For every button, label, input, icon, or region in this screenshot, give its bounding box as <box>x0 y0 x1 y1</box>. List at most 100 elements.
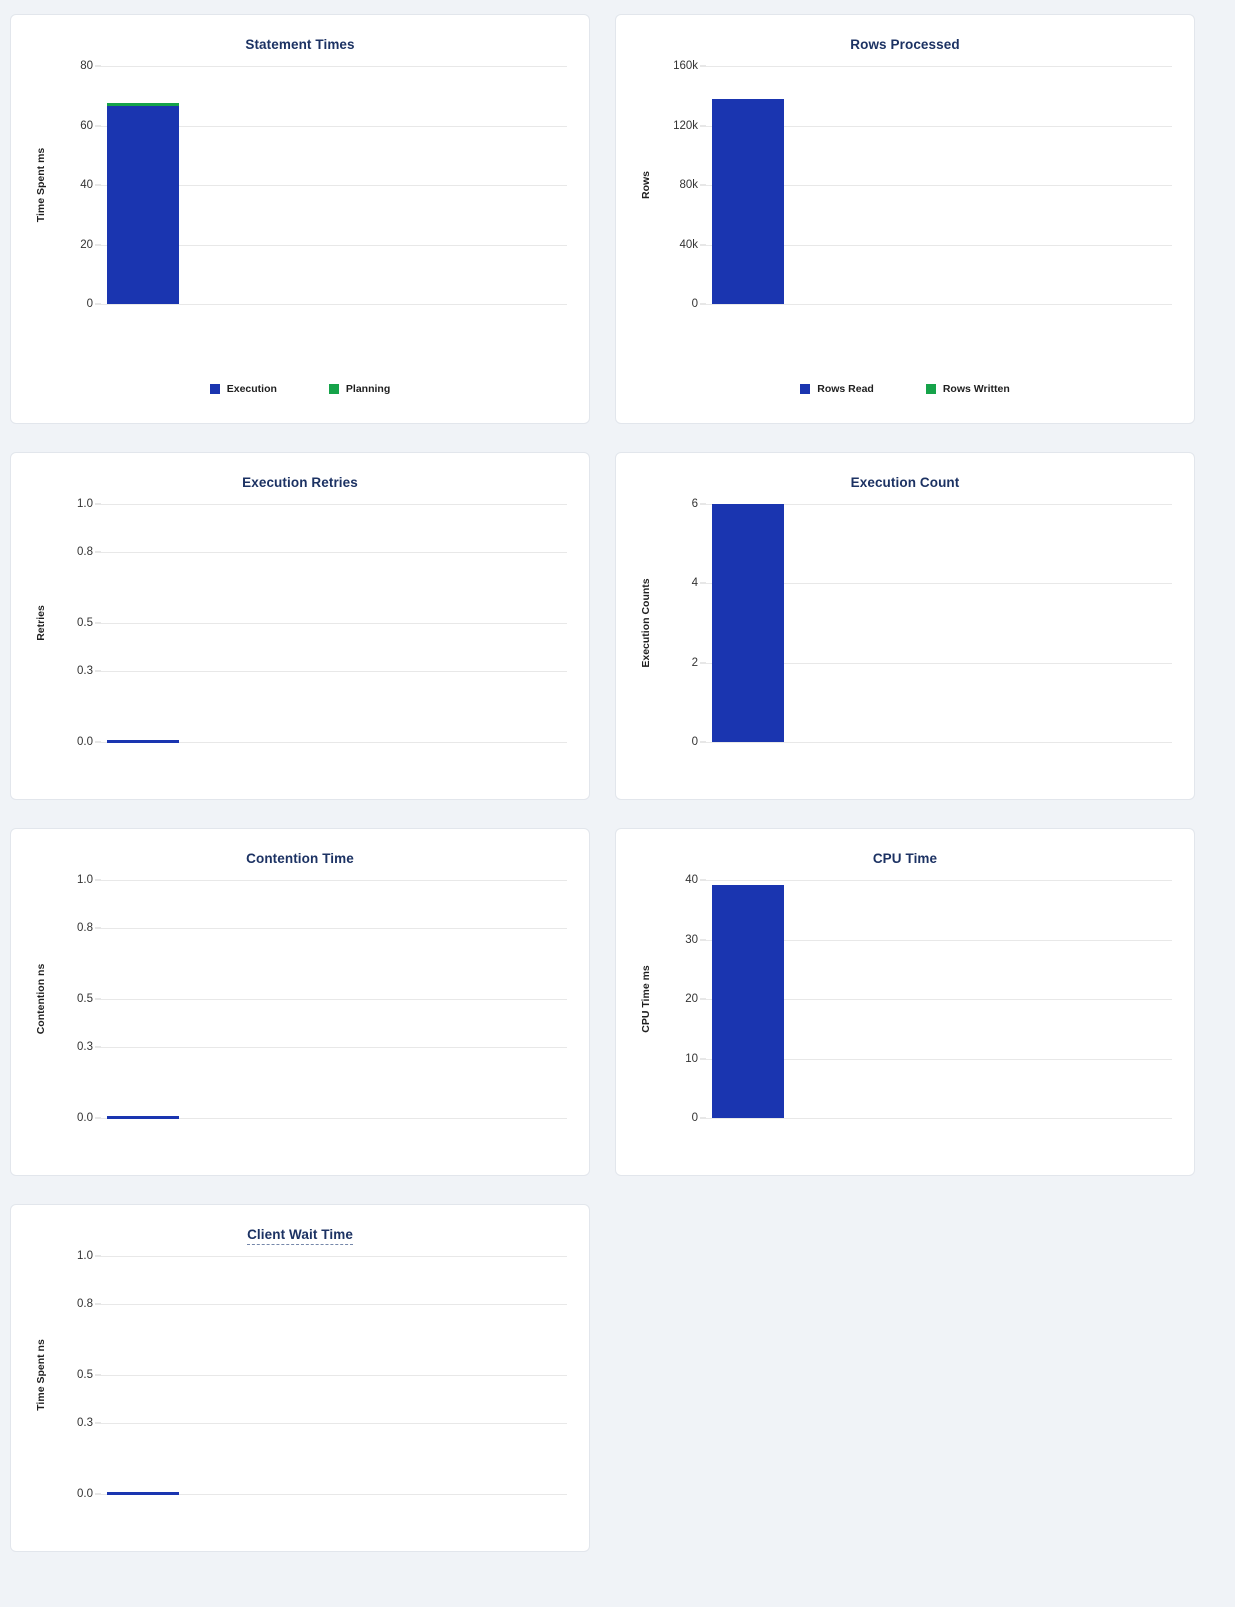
legend-rows-processed: Rows Read Rows Written <box>616 383 1194 395</box>
legend-swatch-icon <box>209 384 220 394</box>
grid-statement-times: 0 20 40 60 80 <box>80 60 567 310</box>
gridline <box>706 742 1172 743</box>
y-tick-mark <box>700 303 706 305</box>
y-tick-mark <box>700 939 706 940</box>
y-tick-label: 1.0 <box>77 498 93 510</box>
y-tick-label: 40k <box>679 238 698 251</box>
y-tick-mark <box>95 670 101 672</box>
chart-card-client-wait-time: Client Wait Time Time Spent ns 0.0 0.3 0.5 0.… <box>10 1204 590 1552</box>
y-tick-mark <box>700 998 706 1000</box>
gridline <box>101 742 567 743</box>
gridline <box>101 1046 567 1048</box>
y-tick-label: 0.3 <box>77 1040 93 1053</box>
plot-area-client-wait-time: Time Spent ns 0.0 0.3 0.5 0.8 1.0 <box>11 1250 567 1500</box>
gridline <box>706 504 1172 505</box>
bar[interactable] <box>712 98 784 304</box>
gridline <box>706 583 1172 585</box>
y-tick-label: 0.3 <box>77 1416 93 1429</box>
gridline <box>101 1118 567 1119</box>
legend-item-planning[interactable]: Planning <box>328 383 390 395</box>
zero-value-line[interactable] <box>107 1492 179 1495</box>
legend-swatch-icon <box>800 384 811 394</box>
plot-area-execution-retries: Retries 0.0 0.3 0.5 0.8 1.0 <box>11 498 567 748</box>
y-tick-label: 0.0 <box>77 736 93 748</box>
series-container-execution-count <box>706 504 1172 742</box>
y-tick-label: 80k <box>679 179 698 191</box>
y-tick-label: 160k <box>673 60 698 72</box>
bar-segment-planning[interactable] <box>107 102 179 106</box>
gridline <box>101 551 567 553</box>
y-tick-label: 0 <box>691 1112 698 1124</box>
y-tick-label: 60 <box>80 119 93 132</box>
gridline <box>101 927 567 929</box>
gridline <box>101 66 567 67</box>
bar[interactable] <box>712 504 784 742</box>
plot-area-rows-processed: Rows 0 40k 80k 120k 160k <box>616 60 1172 310</box>
grid-execution-retries: 0.0 0.3 0.5 0.8 1.0 <box>77 498 567 748</box>
y-tick-label: 120k <box>673 119 698 132</box>
y-tick-mark <box>700 1117 706 1119</box>
y-tick-label: 0 <box>86 298 93 310</box>
y-axis-label-contention-time: Contention ns <box>35 963 47 1035</box>
legend-item-execution[interactable]: Execution <box>209 383 277 395</box>
zero-value-line[interactable] <box>107 1116 179 1119</box>
bar-segment-execution[interactable] <box>107 105 179 304</box>
chart-title-rows-processed: Rows Processed <box>616 15 1194 52</box>
y-tick-label: 20 <box>80 238 93 251</box>
y-tick-label: 20 <box>685 993 698 1005</box>
gridline <box>101 880 567 881</box>
gridline <box>101 1256 567 1257</box>
gridline <box>101 185 567 186</box>
y-tick-mark <box>700 503 706 505</box>
chart-title-execution-retries: Execution Retries <box>11 453 589 490</box>
y-tick-mark <box>95 1422 101 1424</box>
y-tick-label: 40 <box>685 874 698 886</box>
series-container-execution-retries <box>101 504 567 743</box>
chart-title-execution-count: Execution Count <box>616 453 1194 490</box>
series-container-client-wait-time <box>101 1256 567 1495</box>
gridline <box>101 504 567 505</box>
bar-segment-execution-counts[interactable] <box>712 504 784 742</box>
y-tick-mark <box>700 125 706 126</box>
gridline <box>101 1375 567 1376</box>
y-tick-mark <box>700 184 706 186</box>
chart-title-text: Statement Times <box>245 37 355 52</box>
grid-client-wait-time: 0.0 0.3 0.5 0.8 1.0 <box>77 1250 567 1500</box>
y-tick-label: 4 <box>691 577 698 590</box>
grid-contention-time: 0.0 0.3 0.5 0.8 1.0 <box>77 874 567 1124</box>
zero-value-line[interactable] <box>107 740 179 743</box>
y-tick-mark <box>95 741 101 743</box>
gridline <box>706 662 1172 664</box>
legend-item-rows-read[interactable]: Rows Read <box>800 383 874 395</box>
gridline <box>101 623 567 624</box>
bar[interactable] <box>107 102 179 304</box>
y-axis-label-rows-processed: Rows <box>640 170 652 200</box>
gridline <box>101 244 567 246</box>
bar[interactable] <box>712 884 784 1118</box>
chart-title-text: CPU Time <box>872 851 938 866</box>
grid-rows-processed: 0 40k 80k 120k 160k <box>673 60 1172 310</box>
y-tick-mark <box>700 662 706 664</box>
gridline <box>706 939 1172 941</box>
plot-area-statement-times: Time Spent ms 0 20 40 60 80 <box>11 60 567 310</box>
y-tick-label: 0.8 <box>77 1297 93 1310</box>
y-tick-mark <box>700 1058 706 1059</box>
chart-card-statement-times: Statement Times Time Spent ms 0 20 40 60 80 Exe… <box>10 14 590 424</box>
legend-label: Rows Written <box>942 383 1010 395</box>
series-container-contention-time <box>101 880 567 1119</box>
gridline <box>101 125 567 127</box>
grid-execution-count: 0 2 4 6 <box>692 498 1172 748</box>
chart-title-text: Execution Retries <box>242 475 358 490</box>
bar-segment-cpu-time-ms[interactable] <box>712 884 784 1118</box>
legend-item-rows-written[interactable]: Rows Written <box>925 383 1010 395</box>
chart-title-client-wait-time[interactable]: Client Wait Time <box>11 1205 589 1245</box>
y-tick-label: 80 <box>80 60 93 72</box>
y-tick-mark <box>95 622 101 624</box>
y-tick-mark <box>700 582 706 584</box>
y-tick-label: 1.0 <box>77 1250 93 1262</box>
bar-segment-rows-read[interactable] <box>712 98 784 304</box>
chart-title-contention-time: Contention Time <box>11 829 589 866</box>
gridline <box>101 1303 567 1305</box>
series-container-statement-times <box>101 66 567 304</box>
y-tick-mark <box>95 65 101 67</box>
